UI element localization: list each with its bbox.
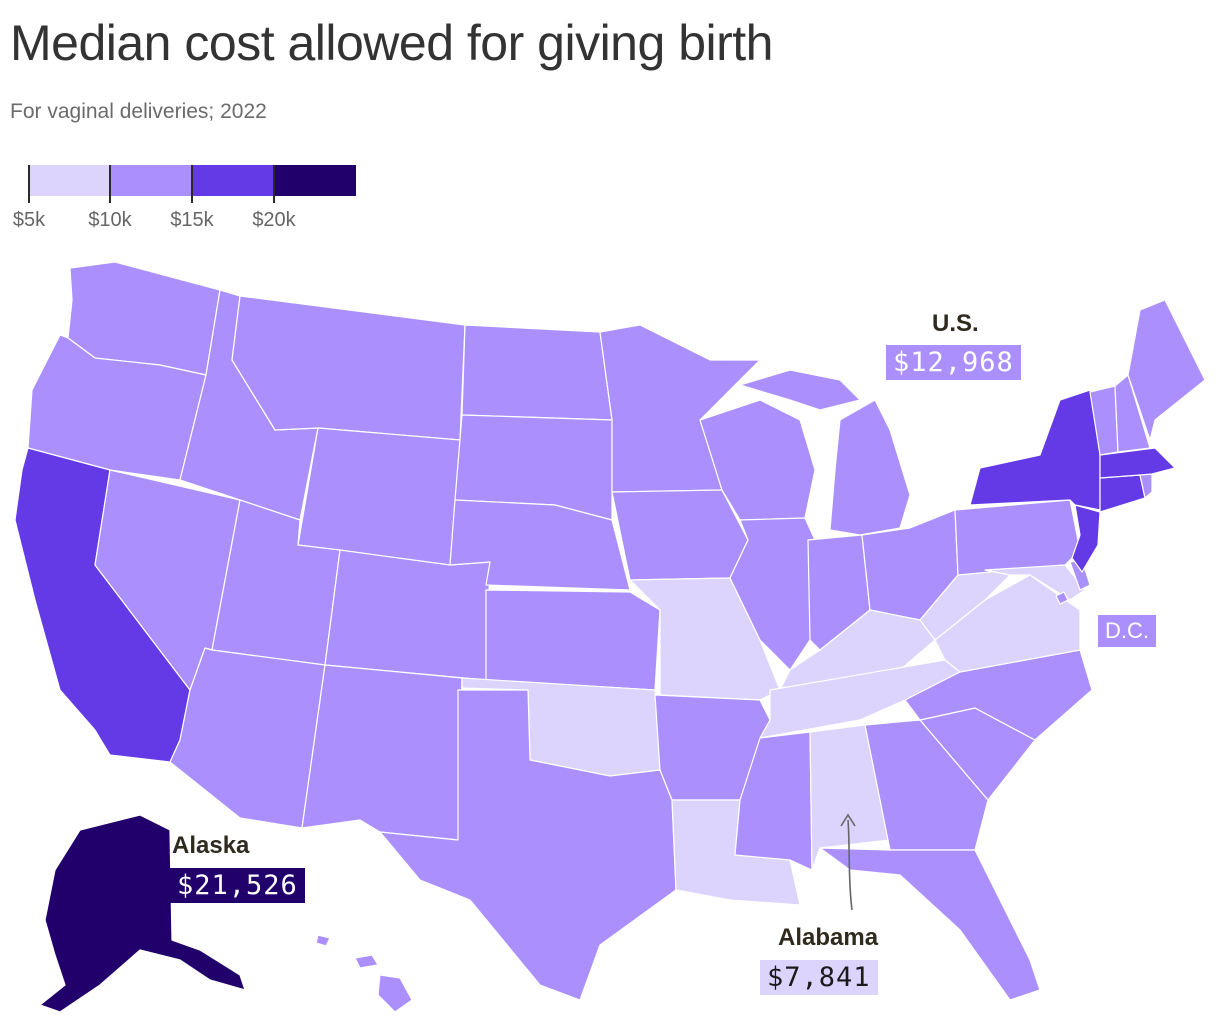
state-maryland[interactable] bbox=[984, 564, 1086, 601]
state-new-york[interactable] bbox=[969, 389, 1101, 511]
legend-tick bbox=[273, 165, 275, 203]
alabama-arrow-head bbox=[840, 813, 856, 827]
state-north-dakota[interactable] bbox=[461, 324, 613, 421]
legend-tick bbox=[28, 165, 30, 203]
state-wyoming[interactable] bbox=[297, 427, 461, 566]
state-hawaii-maui[interactable] bbox=[354, 954, 379, 969]
state-hawaii-big-island[interactable] bbox=[377, 974, 413, 1013]
state-massachusetts[interactable] bbox=[1099, 447, 1176, 479]
alabama-value: $7,841 bbox=[760, 960, 878, 995]
legend-tick-label: $15k bbox=[170, 209, 214, 231]
state-colorado[interactable] bbox=[324, 549, 491, 681]
state-maine[interactable] bbox=[1127, 299, 1206, 441]
state-florida[interactable] bbox=[819, 847, 1041, 1001]
state-virginia[interactable] bbox=[934, 574, 1081, 673]
state-iowa[interactable] bbox=[611, 489, 749, 581]
state-michigan[interactable] bbox=[829, 399, 911, 536]
alaska-value: $21,526 bbox=[170, 868, 305, 903]
state-oregon[interactable] bbox=[27, 334, 207, 481]
chart-subtitle: For vaginal deliveries; 2022 bbox=[10, 100, 267, 123]
legend-bin-under-10k bbox=[28, 165, 110, 196]
legend-tick bbox=[191, 165, 193, 203]
legend-bin-10k-15k bbox=[110, 165, 192, 196]
state-alabama[interactable] bbox=[809, 724, 891, 871]
legend-bin-over-20k bbox=[274, 165, 356, 196]
state-new-hampshire[interactable] bbox=[1114, 374, 1151, 453]
dc-label: D.C. bbox=[1098, 615, 1156, 647]
alabama-label: Alabama bbox=[778, 924, 879, 951]
state-new-mexico[interactable] bbox=[301, 664, 463, 841]
state-nebraska[interactable] bbox=[449, 499, 631, 591]
state-wisconsin[interactable] bbox=[699, 399, 816, 521]
state-connecticut[interactable] bbox=[1099, 474, 1146, 513]
legend-tick-label: $20k bbox=[252, 209, 296, 231]
state-kansas[interactable] bbox=[485, 589, 661, 691]
color-legend: $5k $10k $15k $20k bbox=[13, 165, 358, 235]
state-alaska[interactable] bbox=[39, 814, 246, 1013]
legend-tick-label: $10k bbox=[88, 209, 132, 231]
state-georgia[interactable] bbox=[864, 719, 989, 851]
state-hawaii-oahu[interactable] bbox=[315, 934, 331, 947]
state-texas[interactable] bbox=[379, 689, 677, 1001]
legend-tick bbox=[109, 165, 111, 203]
state-michigan-upper[interactable] bbox=[739, 369, 861, 411]
us-value: $12,968 bbox=[886, 345, 1021, 380]
state-pennsylvania[interactable] bbox=[954, 499, 1081, 576]
legend-bin-15k-20k bbox=[192, 165, 274, 196]
alaska-label: Alaska bbox=[172, 832, 250, 859]
legend-tick-label: $5k bbox=[12, 209, 46, 231]
state-dc[interactable] bbox=[1055, 591, 1069, 605]
alabama-arrow bbox=[847, 819, 853, 911]
us-label: U.S. bbox=[932, 310, 979, 337]
chart-title: Median cost allowed for giving birth bbox=[10, 15, 773, 71]
